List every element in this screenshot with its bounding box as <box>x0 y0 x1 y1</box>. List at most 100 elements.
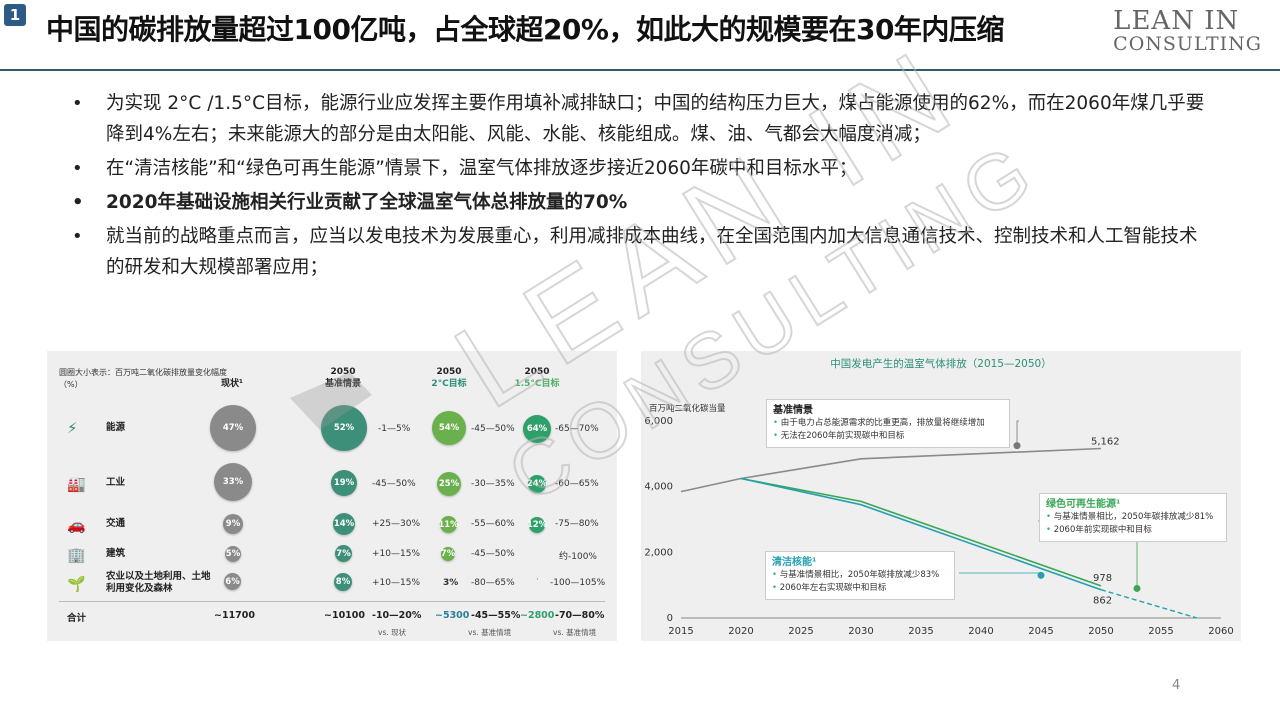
range-2c-energy: -45—50% <box>471 424 515 434</box>
bubble-2c-buildings: 7% <box>440 547 456 561</box>
series-end-label: 862 <box>1093 596 1112 607</box>
projection-line <box>1100 589 1198 619</box>
bubble-1p5c-industry: 24% <box>527 475 547 493</box>
bubble-current-agriculture: 6% <box>224 573 241 590</box>
annotation-leader <box>1016 420 1019 446</box>
row-label-transport: 交通 <box>106 518 126 529</box>
factory-icon: 🏭 <box>67 475 86 493</box>
brand-line-1: LEAN IN <box>1113 6 1240 36</box>
annotation-leader <box>959 572 1042 576</box>
brand-logo: LEAN IN CONSULTING <box>1113 6 1262 56</box>
range-1p5c-buildings: 约-100% <box>559 552 597 562</box>
annotation-title: 绿色可再生能源¹ <box>1046 499 1121 510</box>
annotation-item: 与基准情景相比，2050年碳排放减少83% <box>772 569 948 582</box>
series-line-2 <box>740 477 1102 591</box>
col-header-year: 2050 <box>330 367 356 377</box>
bubble-current-energy: 47% <box>210 405 256 451</box>
range-1p5c-energy: -65—70% <box>555 424 599 434</box>
bubble-current-industry: 33% <box>214 463 252 501</box>
line-chart-svg: 中国发电产生的温室气体排放（2015—2050） 百万吨二氧化碳当量 0 2,000 4… <box>644 357 1233 637</box>
bullet-item: 为实现 2°C /1.5°C目标，能源行业应发挥主要作用填补减排缺口；中国的结构… <box>72 88 1212 150</box>
lightning-icon: ⚡ <box>67 419 78 437</box>
col-header-name: 1.5°C目标 <box>514 379 560 389</box>
total-1p5c-vs: vs. 基准情境 <box>553 628 597 637</box>
page-number: 4 <box>1172 678 1181 693</box>
page-title: 中国的碳排放量超过100亿吨，占全球超20%，如此大的规模要在30年内压缩 <box>46 13 1004 46</box>
table-header-note: 圆圈大小表示：百万吨二氧化碳排放量变化幅度（%） <box>59 368 227 389</box>
annotation-marker <box>1013 442 1021 450</box>
bubble-2c-energy: 54% <box>432 411 466 445</box>
y-tick-label: 0 <box>667 613 673 624</box>
x-tick-label: 2020 <box>728 626 753 637</box>
x-tick-label: 2040 <box>968 626 993 637</box>
annotation-item: 2060年左右实现碳中和目标 <box>772 582 948 595</box>
bubble-1p5c-energy: 64% <box>523 415 551 443</box>
total-1p5c: ~2800 <box>520 610 555 621</box>
bubble-baseline-agriculture: 8% <box>334 573 352 591</box>
bubble-1p5c-transport: 12% <box>527 517 547 533</box>
col-header-1p5c: 2050 1.5°C目标 <box>507 366 567 390</box>
y-tick-label: 2,000 <box>644 547 673 558</box>
range-baseline-agriculture: +10—15% <box>372 578 420 588</box>
bubble-2c-industry: 25% <box>437 472 461 496</box>
row-label-buildings: 建筑 <box>106 548 126 559</box>
col-header-year: 2050 <box>524 367 550 377</box>
annotation-baseline: 基准情景 由于电力占总能源需求的比重更高，排放量将继续增加 无法在2060年前实… <box>766 399 1010 448</box>
sector-emissions-table: 圆圈大小表示：百万吨二氧化碳排放量变化幅度（%） 现状¹ 2050 基准情景 2… <box>47 351 617 641</box>
total-1p5c-change: -70—80% <box>555 610 605 621</box>
col-header-name: 现状¹ <box>221 379 243 389</box>
building-icon: 🏢 <box>67 546 86 564</box>
brand-line-2: CONSULTING <box>1113 33 1262 56</box>
bubble-baseline-energy: 52% <box>321 405 367 451</box>
range-baseline-industry: -45—50% <box>372 479 416 489</box>
annotation-title: 清洁核能¹ <box>772 557 817 568</box>
table-divider <box>59 601 605 602</box>
total-baseline: ~10100 <box>324 610 366 621</box>
y-axis-label: 百万吨二氧化碳当量 <box>649 403 726 414</box>
x-tick-label: 2045 <box>1028 626 1053 637</box>
col-header-2c: 2050 2°C目标 <box>421 366 477 390</box>
bubble-baseline-buildings: 7% <box>335 545 352 562</box>
bubble-current-buildings: 5% <box>225 546 241 562</box>
range-2c-agriculture: -80—65% <box>471 578 515 588</box>
series-line-1 <box>740 477 1102 587</box>
col-header-current: 现状¹ <box>207 378 257 390</box>
x-tick-label: 2035 <box>908 626 933 637</box>
row-label-industry: 工业 <box>106 477 126 488</box>
bubble-current-transport: 9% <box>223 514 243 534</box>
bubble-2c-transport: 11% <box>438 516 459 533</box>
car-icon: 🚗 <box>67 516 86 534</box>
range-baseline-transport: +25—30% <box>372 519 420 529</box>
bubble-baseline-industry: 19% <box>331 470 357 496</box>
value-2c-agriculture: 3% <box>443 578 459 588</box>
annotation-renewable: 绿色可再生能源¹ 与基准情景相比，2050年碳排放减少81% 2060年前实现碳… <box>1039 493 1227 542</box>
total-2c-change: -45—55% <box>471 610 521 621</box>
power-emissions-chart: 中国发电产生的温室气体排放（2015—2050） 百万吨二氧化碳当量 0 2,000 4… <box>641 351 1241 641</box>
total-current: ~11700 <box>214 610 256 621</box>
series-line-0 <box>680 447 1102 493</box>
range-2c-buildings: -45—50% <box>471 549 515 559</box>
slide-number-badge: 1 <box>4 4 26 26</box>
annotation-item: 与基准情景相比，2050年碳排放减少81% <box>1046 511 1220 524</box>
series-end-label: 5,162 <box>1091 437 1120 448</box>
bullet-item: 2020年基础设施相关行业贡献了全球温室气体总排放量的70% <box>72 187 1212 218</box>
x-tick-label: 2015 <box>668 626 693 637</box>
annotation-item: 无法在2060年前实现碳中和目标 <box>773 430 1003 443</box>
title-divider <box>0 69 1280 71</box>
annotation-item: 2060年前实现碳中和目标 <box>1046 524 1220 537</box>
x-tick-label: 2050 <box>1088 626 1113 637</box>
col-header-name: 基准情景 <box>324 379 361 389</box>
annotation-title: 基准情景 <box>773 405 813 416</box>
total-baseline-vs: vs. 现状 <box>378 628 407 637</box>
range-2c-transport: -55—60% <box>471 519 515 529</box>
col-header-name: 2°C目标 <box>431 379 467 389</box>
range-1p5c-agriculture: -100—105% <box>550 578 606 588</box>
col-header-year: 2050 <box>436 367 462 377</box>
range-baseline-energy: -1—5% <box>378 424 411 434</box>
x-tick-label: 2030 <box>848 626 873 637</box>
total-2c-vs: vs. 基准情境 <box>468 628 512 637</box>
y-tick-label: 4,000 <box>644 482 673 493</box>
x-tick-label: 2055 <box>1148 626 1173 637</box>
total-2c: ~5300 <box>435 610 470 621</box>
range-baseline-buildings: +10—15% <box>372 549 420 559</box>
